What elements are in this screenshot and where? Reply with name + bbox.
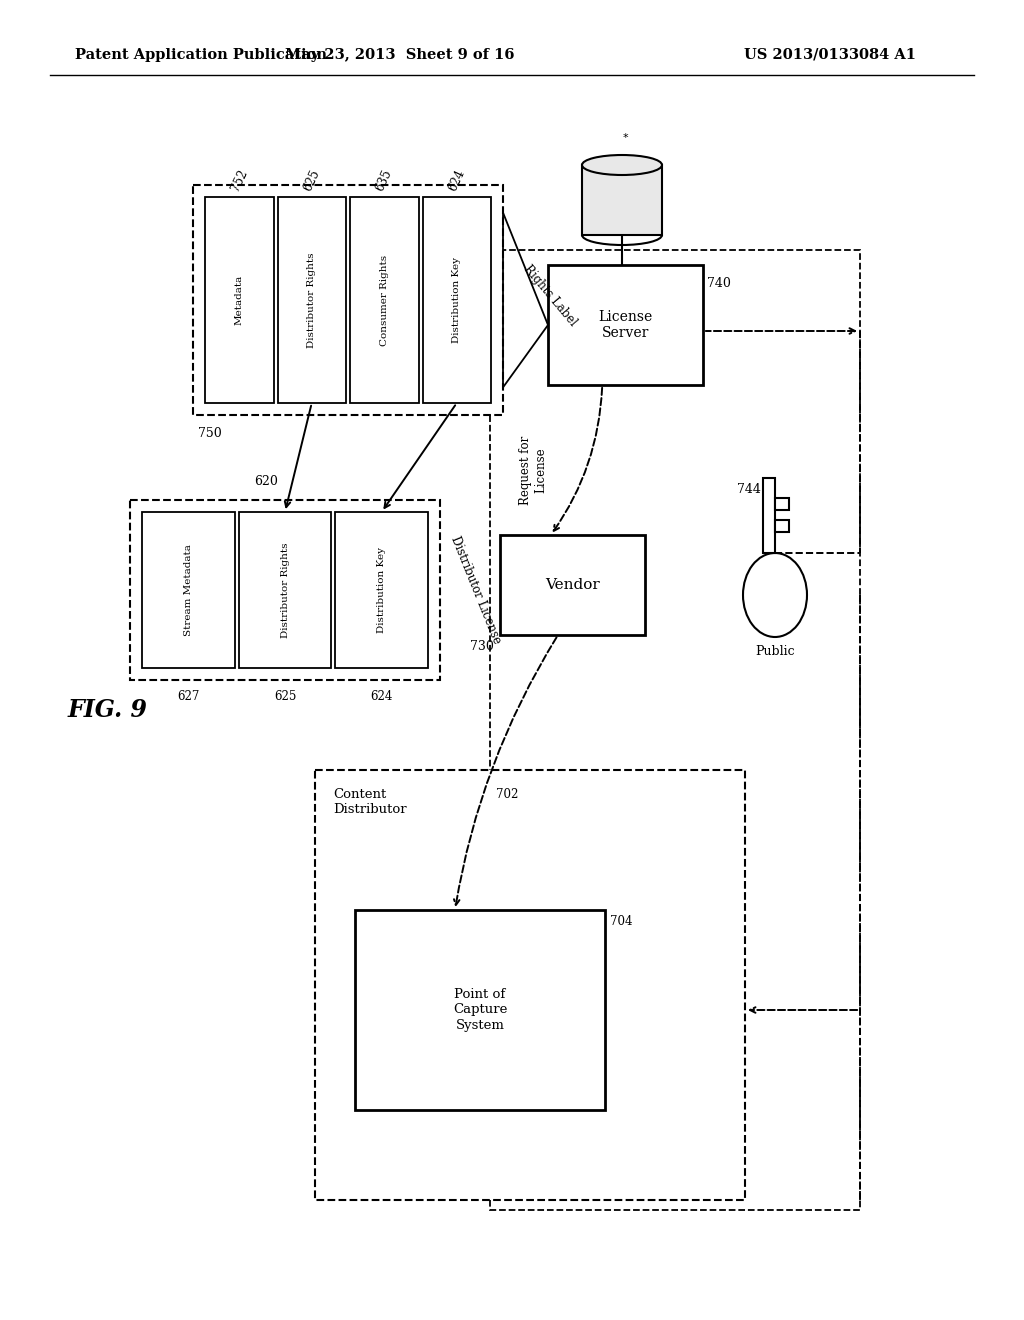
Text: Vendor: Vendor	[545, 578, 600, 591]
Text: Request for
License: Request for License	[519, 436, 547, 504]
Bar	[423, 197, 490, 403]
Text: 620: 620	[254, 475, 278, 488]
Text: 744: 744	[737, 483, 761, 496]
Text: Distribution Key: Distribution Key	[453, 257, 461, 343]
Text: Consumer Rights: Consumer Rights	[380, 255, 389, 346]
Bar	[763, 478, 775, 553]
Text: Rights Label: Rights Label	[521, 263, 580, 329]
Text: US 2013/0133084 A1: US 2013/0133084 A1	[744, 48, 916, 62]
Text: Distributor License: Distributor License	[449, 535, 503, 645]
Text: 624: 624	[371, 690, 393, 704]
Text: 627: 627	[177, 690, 200, 704]
Bar	[548, 265, 703, 385]
Ellipse shape	[743, 553, 807, 638]
Text: Public: Public	[755, 645, 795, 657]
Text: Point of
Capture
System: Point of Capture System	[453, 989, 507, 1031]
Bar	[193, 185, 503, 414]
Text: *: *	[623, 133, 628, 143]
Text: Metadata: Metadata	[234, 275, 244, 325]
Bar	[278, 197, 346, 403]
Bar	[130, 500, 440, 680]
Text: 635: 635	[374, 168, 395, 193]
Bar	[142, 512, 234, 668]
Bar	[490, 249, 860, 1210]
Text: 625: 625	[273, 690, 296, 704]
Bar	[315, 770, 745, 1200]
Bar	[350, 197, 419, 403]
Text: 750: 750	[198, 426, 222, 440]
Text: 702: 702	[496, 788, 518, 801]
Text: FIG. 9: FIG. 9	[68, 698, 148, 722]
Bar	[775, 498, 790, 510]
Bar	[355, 909, 605, 1110]
Text: Patent Application Publication: Patent Application Publication	[75, 48, 327, 62]
Ellipse shape	[582, 154, 662, 176]
Text: Stream Metadata: Stream Metadata	[184, 544, 193, 636]
Text: 625: 625	[301, 168, 323, 193]
Bar	[500, 535, 645, 635]
Bar	[335, 512, 428, 668]
Bar	[775, 520, 790, 532]
Text: 624: 624	[446, 168, 467, 193]
Bar	[205, 197, 273, 403]
Text: 740: 740	[707, 277, 731, 290]
Text: May 23, 2013  Sheet 9 of 16: May 23, 2013 Sheet 9 of 16	[286, 48, 515, 62]
Bar	[239, 512, 332, 668]
Text: 730: 730	[470, 640, 494, 653]
Bar	[582, 165, 662, 235]
Text: 752: 752	[228, 168, 250, 193]
Text: Distributor Rights: Distributor Rights	[281, 543, 290, 638]
Text: Distribution Key: Distribution Key	[377, 546, 386, 634]
Text: Content
Distributor: Content Distributor	[333, 788, 407, 816]
Text: Distributor Rights: Distributor Rights	[307, 252, 316, 347]
Text: 704: 704	[610, 915, 633, 928]
Text: License
Server: License Server	[598, 310, 652, 341]
